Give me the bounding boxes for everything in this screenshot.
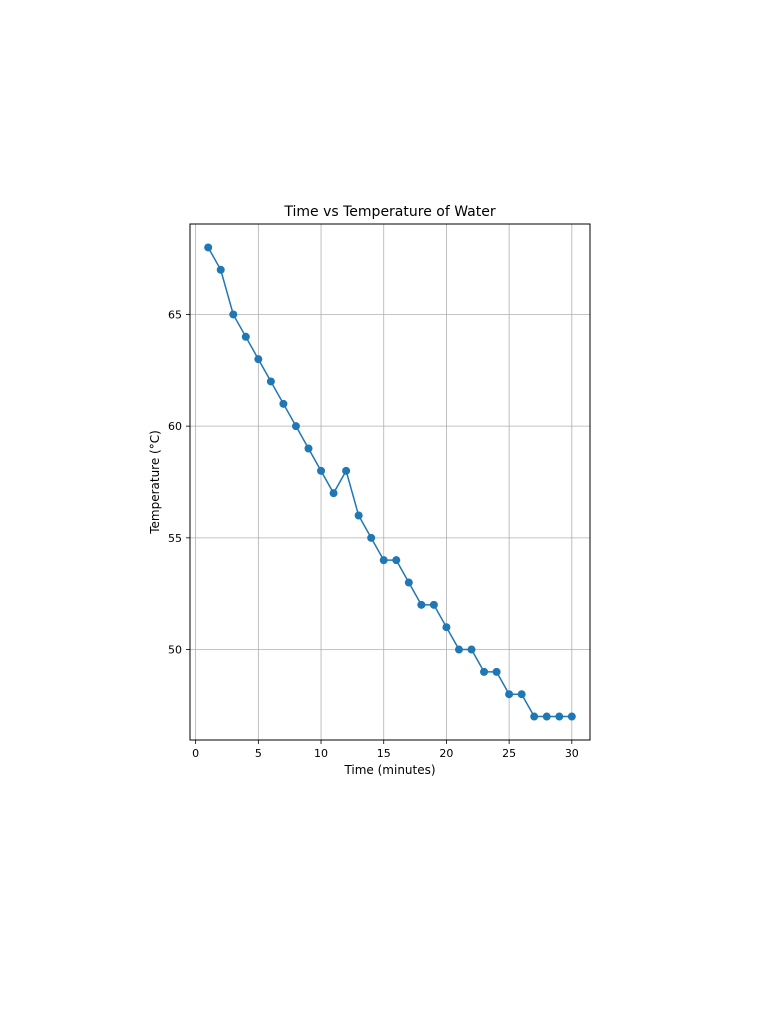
data-point [530, 712, 539, 721]
data-point [379, 556, 388, 565]
y-axis-label: Temperature (°C) [148, 430, 162, 535]
x-tick-label: 25 [502, 747, 516, 760]
series-layer [204, 243, 576, 721]
data-point [317, 466, 326, 475]
x-tick-label: 20 [439, 747, 453, 760]
data-point [480, 667, 489, 676]
y-tick-label: 65 [168, 308, 182, 321]
x-axis-label: Time (minutes) [343, 763, 435, 777]
data-point [279, 399, 288, 408]
data-point [291, 422, 300, 431]
data-point [467, 645, 476, 654]
data-point [542, 712, 551, 721]
data-point [404, 578, 413, 587]
data-point [454, 645, 463, 654]
x-tick-label: 30 [565, 747, 579, 760]
y-tick-label: 60 [168, 420, 182, 433]
data-point [354, 511, 363, 520]
y-tick-label: 50 [168, 644, 182, 657]
data-point [492, 667, 501, 676]
y-tick-label: 55 [168, 532, 182, 545]
data-point [342, 466, 351, 475]
data-point [505, 690, 514, 699]
data-point [229, 310, 238, 319]
data-point [216, 265, 225, 274]
data-point [329, 489, 338, 498]
x-tick-label: 15 [377, 747, 391, 760]
series-line [207, 247, 572, 718]
chart-title: Time vs Temperature of Water [283, 204, 495, 220]
data-point [442, 623, 451, 632]
data-point [304, 444, 313, 453]
data-point [254, 355, 263, 364]
data-point [204, 243, 213, 252]
data-point [429, 600, 438, 609]
grid-lines [190, 224, 590, 740]
data-point [417, 600, 426, 609]
data-point [241, 332, 250, 341]
data-point [367, 533, 376, 542]
data-point [266, 377, 275, 386]
x-tick-label: 0 [192, 747, 199, 760]
ticks: 0 5 10 15 20 25 30 50 55 60 65 [168, 308, 579, 760]
plot-frame [189, 223, 591, 741]
x-tick-label: 5 [255, 747, 262, 760]
data-point [517, 690, 526, 699]
data-point [555, 712, 564, 721]
data-point [567, 712, 576, 721]
x-tick-label: 10 [314, 747, 328, 760]
data-point [392, 556, 401, 565]
